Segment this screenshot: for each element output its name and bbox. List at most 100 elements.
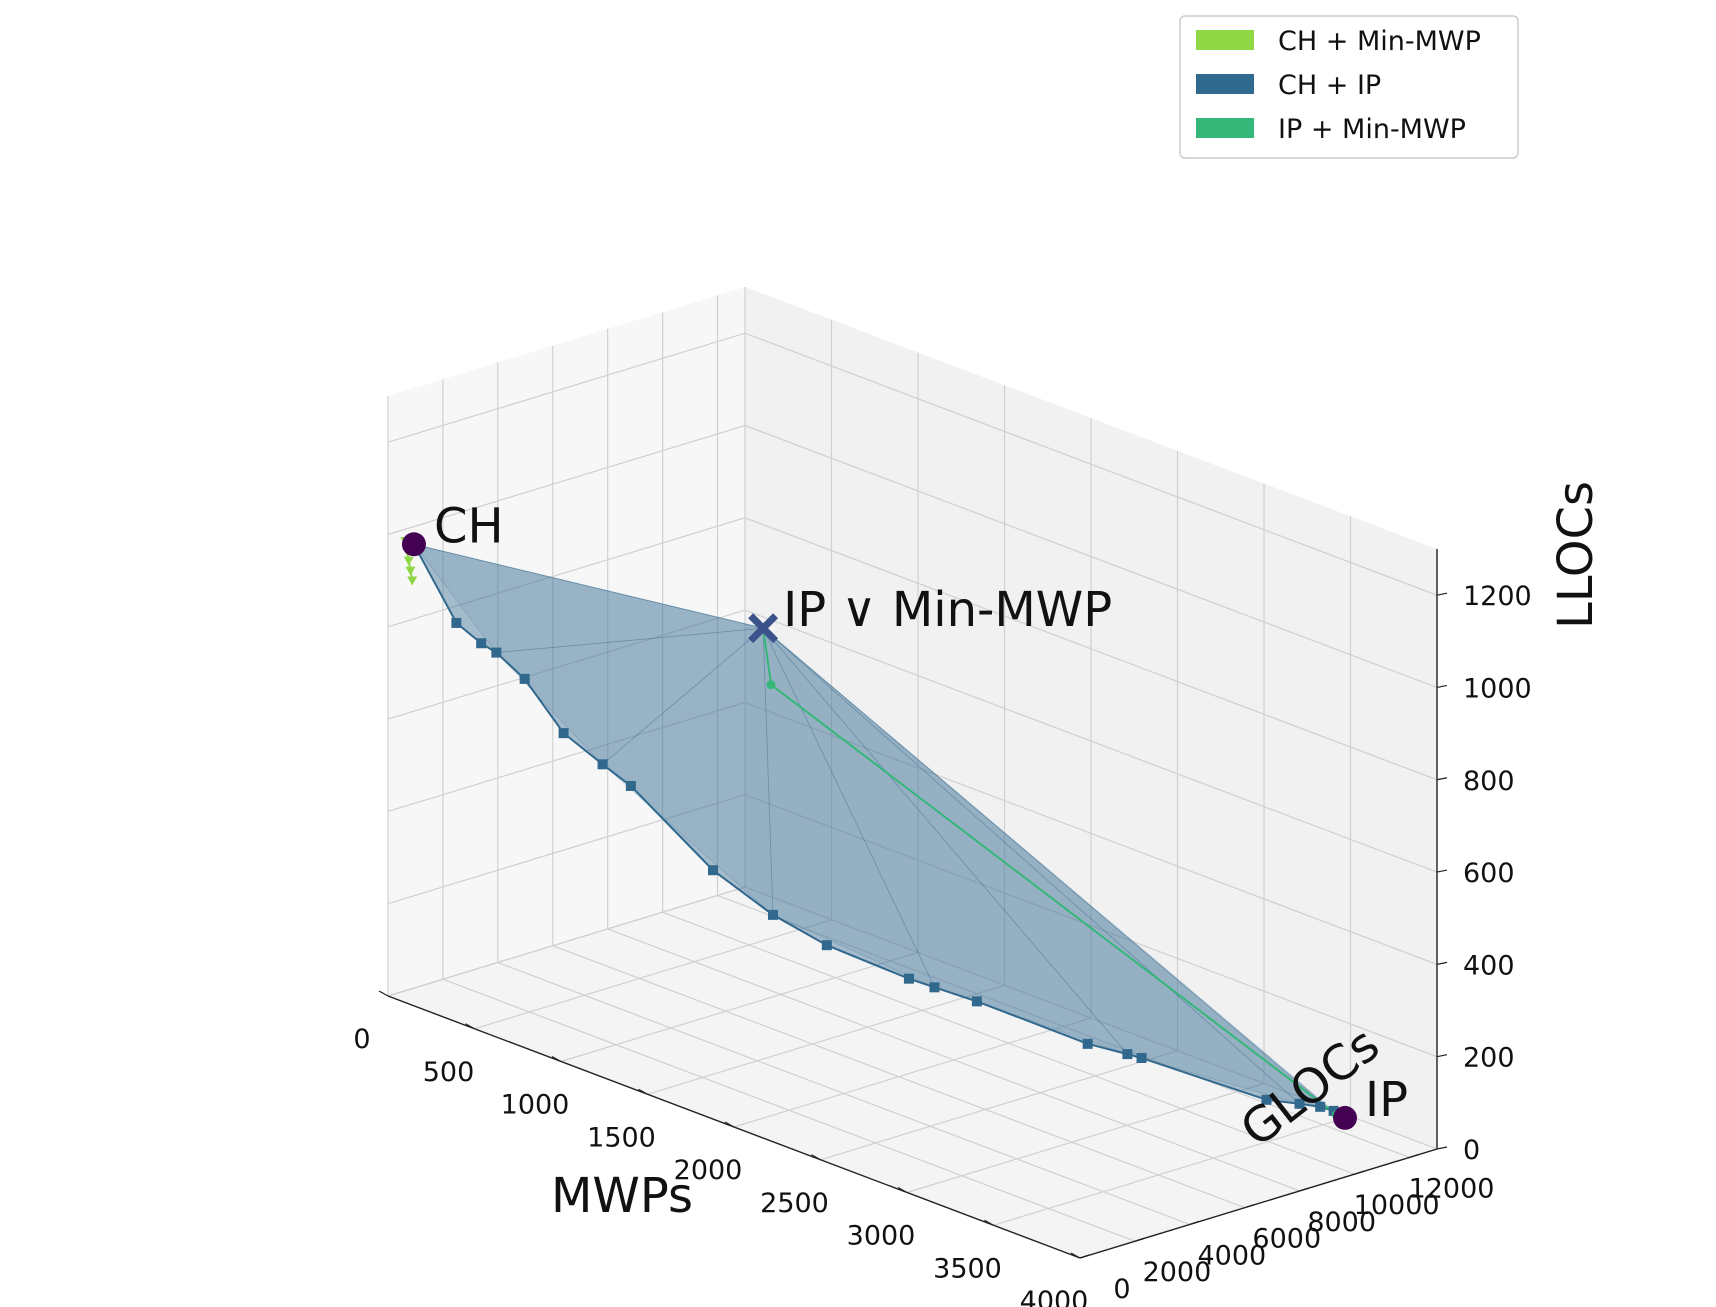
y-tick-mark-4 — [1299, 1187, 1309, 1192]
legend-swatch-ch-min-mwp — [1196, 30, 1254, 50]
z-tick-label-4: 800 — [1463, 766, 1515, 797]
surface-facet-3 — [495, 627, 765, 765]
x-tick-labels: 0 500 1000 1500 2000 2500 3000 3500 4000 — [353, 990, 1089, 1307]
y-tick-label-5: 10000 — [1354, 1190, 1440, 1221]
x-tick-label-5: 2500 — [760, 1188, 829, 1219]
y-tick-label-3: 6000 — [1252, 1224, 1321, 1255]
y-tick-label-4: 8000 — [1307, 1207, 1376, 1238]
marker-0-19 — [1315, 1101, 1326, 1112]
x-tick-mark-7 — [984, 1219, 994, 1226]
y-tick-mark-5 — [1354, 1170, 1364, 1175]
marker-0-1 — [451, 617, 462, 628]
y-tick-label-1: 2000 — [1143, 1257, 1212, 1288]
z-tick-mark-4 — [1436, 777, 1448, 781]
point-label-2: IP ∨ Min-MWP — [783, 582, 1112, 638]
surface-facet-12 — [762, 627, 1129, 1055]
z-tick-labels: 0 200 400 600 800 1000 1200 — [1436, 581, 1532, 1166]
marker-0-18 — [1294, 1098, 1305, 1109]
surface-facet-15 — [762, 627, 1300, 1105]
legend-label-ch-min-mwp: CH + Min-MWP — [1278, 26, 1481, 57]
marker-2-2 — [403, 556, 414, 566]
y-tick-label-6: 12000 — [1409, 1173, 1495, 1204]
point-marker-0 — [401, 532, 426, 557]
marker-0-4 — [519, 673, 530, 684]
grid-z-3 — [387, 609, 1438, 873]
marker-0-5 — [558, 728, 569, 739]
legend-label-ip-min-mwp: IP + Min-MWP — [1278, 114, 1466, 145]
point-marker-1 — [1333, 1105, 1358, 1130]
marker-0-12 — [929, 982, 940, 993]
z-tick-label-6: 1200 — [1463, 581, 1532, 612]
z-tick-label-5: 1000 — [1463, 673, 1532, 704]
marker-0-11 — [903, 973, 914, 984]
x-tick-mark-4 — [724, 1121, 735, 1128]
z-tick-label-2: 400 — [1463, 950, 1515, 981]
surface-facet-0 — [412, 543, 764, 654]
surface-facet-9 — [762, 628, 936, 989]
marker-0-2 — [476, 638, 487, 649]
point-marker-2 — [748, 613, 779, 644]
grid-z-2 — [387, 701, 1438, 965]
marker-0-9 — [768, 909, 778, 920]
marker-2-4 — [407, 576, 418, 586]
x-tick-label-0: 0 — [353, 1024, 370, 1055]
z-tick-label-1: 200 — [1463, 1043, 1515, 1074]
x-tick-mark-3 — [638, 1088, 648, 1095]
x-tick-label-8: 4000 — [1020, 1286, 1089, 1307]
marker-1-1 — [766, 680, 776, 690]
legend-swatch-ch-ip — [1196, 74, 1254, 94]
grid-z-5 — [387, 424, 1438, 689]
marker-0-17 — [1261, 1094, 1272, 1105]
legend-swatch-ip-min-mwp — [1196, 118, 1254, 138]
marker-0-20 — [1328, 1105, 1339, 1116]
marker-0-6 — [597, 759, 608, 770]
marker-0-16 — [1136, 1053, 1147, 1063]
x-tick-mark-2 — [551, 1055, 562, 1063]
marker-0-10 — [821, 940, 832, 951]
surface-facet-6 — [601, 627, 774, 916]
marker-0-7 — [625, 780, 636, 791]
marker-0-13 — [971, 996, 982, 1007]
pareto-surface — [412, 543, 1337, 1116]
y-tick-mark-2 — [1189, 1220, 1200, 1226]
marker-0-8 — [707, 865, 718, 876]
x-tick-label-6: 3000 — [847, 1221, 916, 1252]
x-tick-label-4: 2000 — [674, 1155, 743, 1186]
x-tick-label-1: 500 — [423, 1057, 475, 1088]
z-axis-label: LLOCs — [1548, 481, 1604, 629]
y-tick-mark-6 — [1409, 1153, 1419, 1158]
y-tick-mark-0 — [1079, 1254, 1090, 1259]
point-label-0: CH — [434, 498, 504, 554]
x-tick-label-2: 1000 — [501, 1090, 570, 1121]
x-tick-mark-0 — [378, 990, 389, 997]
z-tick-label-3: 600 — [1463, 858, 1515, 889]
marker-2-3 — [405, 566, 416, 576]
z-tick-mark-0 — [1436, 1146, 1448, 1150]
z-tick-mark-3 — [1436, 869, 1448, 873]
marker-0-15 — [1122, 1049, 1133, 1060]
z-tick-mark-2 — [1436, 961, 1448, 965]
grid-z-4 — [387, 517, 1438, 781]
x-tick-mark-1 — [465, 1023, 475, 1030]
legend: CH + Min-MWP CH + IP IP + Min-MWP — [1179, 15, 1519, 159]
point-label-1: IP — [1365, 1072, 1408, 1128]
marker-0-3 — [491, 647, 502, 658]
grid-z-6 — [387, 332, 1438, 596]
x-tick-label-7: 3500 — [933, 1253, 1002, 1284]
y-tick-mark-1 — [1134, 1237, 1145, 1242]
z-tick-label-0: 0 — [1463, 1135, 1480, 1166]
y-tick-mark-3 — [1244, 1204, 1254, 1209]
x-tick-mark-5 — [811, 1154, 821, 1161]
highlight-points: CH IP IP ∨ Min-MWP — [401, 498, 1408, 1130]
x-tick-label-3: 1500 — [587, 1122, 656, 1153]
z-tick-mark-1 — [1436, 1054, 1448, 1058]
z-tick-mark-6 — [1436, 592, 1448, 596]
marker-0-14 — [1082, 1038, 1093, 1049]
y-tick-label-2: 4000 — [1197, 1240, 1266, 1271]
x-tick-mark-8 — [1070, 1252, 1081, 1259]
x-tick-mark-6 — [897, 1186, 908, 1194]
legend-label-ch-ip: CH + IP — [1278, 70, 1381, 101]
z-tick-mark-5 — [1436, 684, 1448, 689]
left-pane — [388, 287, 745, 996]
